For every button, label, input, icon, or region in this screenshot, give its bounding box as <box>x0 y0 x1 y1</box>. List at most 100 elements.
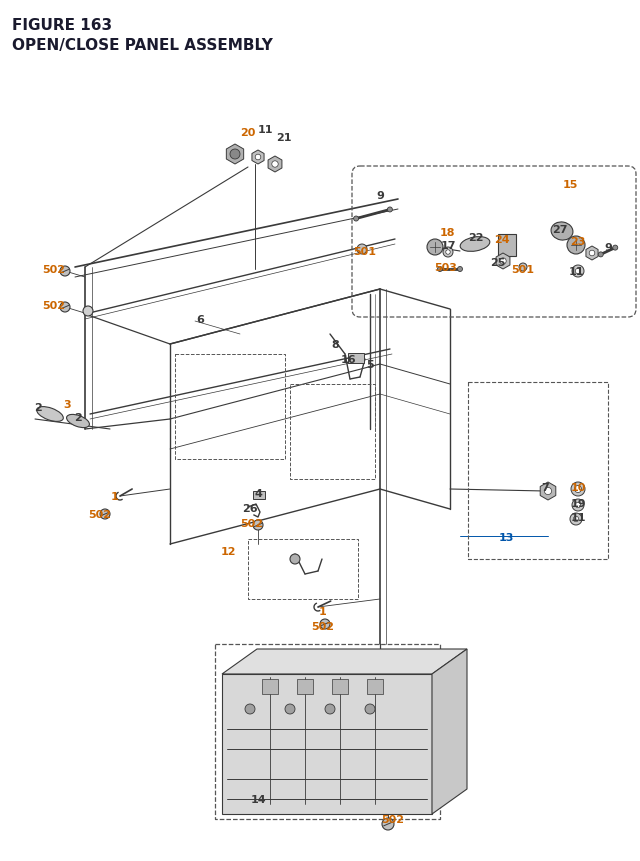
Text: 18: 18 <box>439 228 455 238</box>
Text: 21: 21 <box>276 133 292 143</box>
Text: 502: 502 <box>381 814 404 824</box>
Polygon shape <box>222 649 467 674</box>
Circle shape <box>365 704 375 714</box>
Circle shape <box>357 245 367 255</box>
Text: 502: 502 <box>241 518 264 529</box>
Polygon shape <box>222 674 432 814</box>
Text: OPEN/CLOSE PANEL ASSEMBLY: OPEN/CLOSE PANEL ASSEMBLY <box>12 38 273 53</box>
Text: 17: 17 <box>440 241 456 251</box>
Circle shape <box>572 499 584 511</box>
Text: 20: 20 <box>240 127 256 138</box>
Circle shape <box>285 704 295 714</box>
Ellipse shape <box>36 407 63 422</box>
Circle shape <box>290 554 300 564</box>
Circle shape <box>598 252 604 257</box>
Text: 5: 5 <box>366 360 374 369</box>
Text: 3: 3 <box>63 400 71 410</box>
Text: 23: 23 <box>570 237 586 247</box>
Circle shape <box>230 150 240 160</box>
Circle shape <box>427 239 443 256</box>
Text: 16: 16 <box>340 355 356 364</box>
Circle shape <box>500 258 506 265</box>
Circle shape <box>545 488 552 495</box>
Text: 15: 15 <box>563 180 578 189</box>
Text: FIGURE 163: FIGURE 163 <box>12 18 112 33</box>
Bar <box>297 679 313 694</box>
Text: 24: 24 <box>494 235 510 245</box>
Circle shape <box>438 267 442 272</box>
Circle shape <box>83 307 93 317</box>
Polygon shape <box>252 151 264 164</box>
Circle shape <box>245 704 255 714</box>
Circle shape <box>382 818 394 830</box>
Circle shape <box>572 266 584 278</box>
Text: 2: 2 <box>74 412 82 423</box>
Text: 22: 22 <box>468 232 484 243</box>
Bar <box>253 492 265 499</box>
Polygon shape <box>268 157 282 173</box>
Text: 4: 4 <box>254 488 262 499</box>
Text: 25: 25 <box>490 257 506 268</box>
Circle shape <box>387 208 392 213</box>
Text: 1: 1 <box>111 492 119 501</box>
Text: 9: 9 <box>604 243 612 253</box>
Text: 502: 502 <box>312 622 335 631</box>
Text: 11: 11 <box>257 125 273 135</box>
Circle shape <box>612 246 618 251</box>
Circle shape <box>353 217 358 222</box>
Text: 13: 13 <box>499 532 514 542</box>
Bar <box>348 354 364 363</box>
Circle shape <box>575 269 580 275</box>
Text: 19: 19 <box>570 499 586 508</box>
Bar <box>367 679 383 694</box>
Polygon shape <box>432 649 467 814</box>
Text: 11: 11 <box>570 512 586 523</box>
Text: 1: 1 <box>319 606 327 616</box>
Text: 10: 10 <box>570 482 586 492</box>
Text: 9: 9 <box>376 191 384 201</box>
Text: 26: 26 <box>242 504 258 513</box>
Circle shape <box>255 155 261 161</box>
Circle shape <box>60 267 70 276</box>
Text: 2: 2 <box>34 403 42 412</box>
Text: 503: 503 <box>435 263 458 273</box>
Circle shape <box>575 503 580 508</box>
Polygon shape <box>496 254 510 269</box>
Ellipse shape <box>551 223 573 241</box>
Circle shape <box>575 486 581 492</box>
Circle shape <box>445 251 451 255</box>
Circle shape <box>60 303 70 313</box>
Circle shape <box>573 517 579 522</box>
Circle shape <box>231 151 239 158</box>
Bar <box>332 679 348 694</box>
Ellipse shape <box>460 238 490 252</box>
Bar <box>498 235 516 257</box>
Circle shape <box>458 267 463 272</box>
Text: 6: 6 <box>196 314 204 325</box>
Circle shape <box>567 237 585 255</box>
Text: 8: 8 <box>331 339 339 350</box>
Polygon shape <box>540 482 556 500</box>
Text: 14: 14 <box>250 794 266 804</box>
Text: 27: 27 <box>552 225 568 235</box>
Circle shape <box>575 486 582 493</box>
Text: 502: 502 <box>42 300 65 311</box>
Ellipse shape <box>67 415 90 428</box>
Text: 502: 502 <box>42 264 65 275</box>
Polygon shape <box>227 145 244 164</box>
Bar <box>262 679 278 694</box>
Circle shape <box>100 510 110 519</box>
Circle shape <box>570 513 582 525</box>
Text: 501: 501 <box>511 264 534 275</box>
Circle shape <box>571 482 585 497</box>
Circle shape <box>272 162 278 168</box>
Text: 7: 7 <box>541 482 549 492</box>
Circle shape <box>519 263 527 272</box>
Circle shape <box>253 520 263 530</box>
Polygon shape <box>586 247 598 261</box>
Circle shape <box>325 704 335 714</box>
Circle shape <box>320 619 330 629</box>
Text: 502: 502 <box>88 510 111 519</box>
Text: 12: 12 <box>220 547 236 556</box>
Circle shape <box>589 251 595 257</box>
